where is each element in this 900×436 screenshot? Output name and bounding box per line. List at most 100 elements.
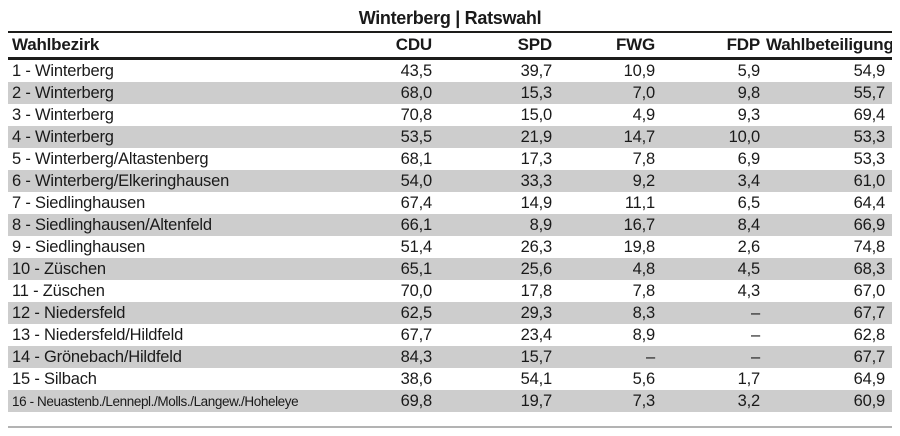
value-cell: 4,9 (632, 105, 656, 124)
row-label-cell: 5 - Winterberg/Altastenberg (12, 149, 209, 168)
page-title: Winterberg | Ratswahl (358, 8, 542, 28)
value-cell: 64,9 (853, 369, 886, 388)
table-row: 14 - Grönebach/Hildfeld 84,3 15,7 – – 67,7 (8, 346, 892, 368)
value-cell: 21,9 (520, 127, 553, 146)
table-row: 1 - Winterberg 43,5 39,7 10,9 5,9 54,9 (8, 60, 892, 82)
value-cell: – (646, 347, 655, 366)
value-cell: 67,7 (853, 303, 886, 322)
value-cell: 14,9 (520, 193, 553, 212)
value-cell: 67,7 (853, 347, 886, 366)
value-cell: 65,1 (400, 259, 433, 278)
value-cell: – (751, 325, 760, 344)
value-cell: 74,8 (853, 237, 886, 256)
table-header: Wahlbezirk CDU SPD FWG FDP Wahlbeteiligu… (8, 31, 892, 60)
value-cell: 4,3 (737, 281, 761, 300)
table-row: 8 - Siedlinghausen/Altenfeld 66,1 8,9 16,7 8… (8, 214, 892, 236)
value-cell: – (751, 347, 760, 366)
table-row: 9 - Siedlinghausen 51,4 26,3 19,8 2,6 74,8 (8, 236, 892, 258)
value-cell: 55,7 (853, 83, 886, 102)
value-cell: 10,0 (728, 127, 761, 146)
table-row: 11 - Züschen 70,0 17,8 7,8 4,3 67,0 (8, 280, 892, 302)
table-row: 7 - Siedlinghausen 67,4 14,9 11,1 6,5 64,4 (8, 192, 892, 214)
value-cell: 3,4 (737, 171, 761, 190)
column-header-wahlbeteiligung: Wahlbeteiligung (766, 35, 892, 54)
value-cell: 61,0 (853, 171, 886, 190)
column-header-wahlbezirk: Wahlbezirk (12, 35, 100, 54)
value-cell: 6,9 (737, 149, 761, 168)
value-cell: 7,3 (632, 391, 656, 410)
table-row: 6 - Winterberg/Elkeringhausen 54,0 33,3 9,2… (8, 170, 892, 192)
value-cell: 19,8 (623, 237, 656, 256)
row-label-cell: 4 - Winterberg (12, 127, 114, 146)
row-label-cell: 7 - Siedlinghausen (12, 193, 146, 212)
value-cell: 15,0 (520, 105, 553, 124)
value-cell: 7,8 (632, 149, 656, 168)
table-row: 13 - Niedersfeld/Hildfeld 67,7 23,4 8,9 – 62,… (8, 324, 892, 346)
row-label-cell: 15 - Silbach (12, 369, 97, 388)
table-row: 16 - Neuastenb./Lennepl./Molls./Langew./… (8, 390, 892, 412)
column-header-fdp: FDP (726, 35, 761, 54)
row-label-cell: 16 - Neuastenb./Lennepl./Molls./Langew./… (12, 393, 299, 409)
value-cell: 15,3 (520, 83, 553, 102)
value-cell: 62,5 (400, 303, 433, 322)
value-cell: 64,4 (853, 193, 886, 212)
value-cell: 8,9 (529, 215, 553, 234)
table-body: 1 - Winterberg 43,5 39,7 10,9 5,9 54,9 2 - Win… (8, 60, 892, 412)
value-cell: 11,1 (624, 193, 655, 212)
row-label-cell: 11 - Züschen (12, 281, 105, 300)
value-cell: 25,6 (520, 259, 553, 278)
value-cell: 1,7 (737, 369, 761, 388)
value-cell: 19,7 (520, 391, 553, 410)
value-cell: 62,8 (853, 325, 886, 344)
value-cell: 9,8 (737, 83, 761, 102)
value-cell: 70,8 (400, 105, 433, 124)
value-cell: 67,0 (853, 281, 886, 300)
table-row: 10 - Züschen 65,1 25,6 4,8 4,5 68,3 (8, 258, 892, 280)
table-row: 5 - Winterberg/Altastenberg 68,1 17,3 7,8 6,… (8, 148, 892, 170)
value-cell: 14,7 (623, 127, 656, 146)
value-cell: 51,4 (400, 237, 433, 256)
table-row: 3 - Winterberg 70,8 15,0 4,9 9,3 69,4 (8, 104, 892, 126)
value-cell: 39,7 (520, 61, 553, 80)
value-cell: 17,8 (520, 281, 553, 300)
row-label-cell: 8 - Siedlinghausen/Altenfeld (12, 215, 212, 234)
value-cell: 4,8 (632, 259, 656, 278)
value-cell: 68,0 (400, 83, 433, 102)
column-header-cdu: CDU (395, 35, 432, 54)
results-page: Winterberg | Ratswahl Wahlbezirk CDU SPD… (8, 0, 892, 428)
value-cell: 33,3 (520, 171, 553, 190)
value-cell: 9,2 (632, 171, 656, 190)
value-cell: – (751, 303, 760, 322)
value-cell: 15,7 (520, 347, 553, 366)
value-cell: 68,3 (853, 259, 886, 278)
value-cell: 10,9 (623, 61, 656, 80)
value-cell: 2,6 (737, 237, 761, 256)
value-cell: 8,3 (632, 303, 656, 322)
value-cell: 8,9 (632, 325, 656, 344)
results-table: Wahlbezirk CDU SPD FWG FDP Wahlbeteiligu… (8, 31, 892, 412)
row-label-cell: 3 - Winterberg (12, 105, 114, 124)
value-cell: 4,5 (737, 259, 761, 278)
value-cell: 26,3 (520, 237, 553, 256)
value-cell: 6,5 (737, 193, 761, 212)
value-cell: 5,6 (632, 369, 656, 388)
value-cell: 7,8 (632, 281, 656, 300)
value-cell: 53,5 (400, 127, 433, 146)
value-cell: 53,3 (853, 127, 886, 146)
value-cell: 54,9 (853, 61, 886, 80)
table-row: 12 - Niedersfeld 62,5 29,3 8,3 – 67,7 (8, 302, 892, 324)
row-label-cell: 14 - Grönebach/Hildfeld (12, 347, 182, 366)
row-label-cell: 13 - Niedersfeld/Hildfeld (12, 325, 184, 344)
value-cell: 8,4 (737, 215, 761, 234)
value-cell: 54,0 (400, 171, 433, 190)
table-row: 4 - Winterberg 53,5 21,9 14,7 10,0 53,3 (8, 126, 892, 148)
value-cell: 23,4 (520, 325, 553, 344)
table-row: 15 - Silbach 38,6 54,1 5,6 1,7 64,9 (8, 368, 892, 390)
value-cell: 17,3 (520, 149, 553, 168)
value-cell: 70,0 (400, 281, 433, 300)
value-cell: 7,0 (632, 83, 656, 102)
row-label-cell: 10 - Züschen (12, 259, 106, 278)
value-cell: 67,4 (400, 193, 433, 212)
row-label-cell: 2 - Winterberg (12, 83, 114, 102)
row-label-cell: 1 - Winterberg (12, 61, 114, 80)
